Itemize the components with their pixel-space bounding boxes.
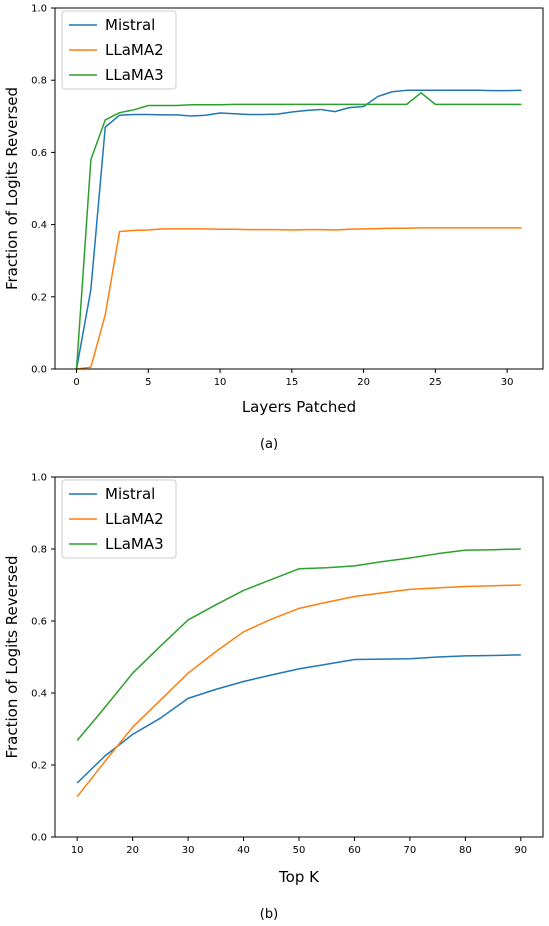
plot-frame <box>54 7 544 370</box>
legend-label-llama3: LLaMA3 <box>105 66 164 84</box>
y-tick-label: 0.0 <box>31 365 47 376</box>
y-tick-label: 0.8 <box>31 76 47 87</box>
series-line-mistral <box>75 89 522 370</box>
series-line-llama3 <box>76 548 521 742</box>
legend-box <box>61 10 177 90</box>
legend-label-mistral: Mistral <box>105 485 155 503</box>
chart-a: 0 5 10 15 20 25 30 0.0 0.2 0.4 0.6 0.8 1.0 Layers Pat… <box>3 4 544 452</box>
legend-box <box>61 479 177 559</box>
x-tick-label: 20 <box>357 377 370 388</box>
x-tick-label: 70 <box>404 845 417 856</box>
x-tick-label: 40 <box>237 845 250 856</box>
x-tick-label: 5 <box>145 377 151 388</box>
x-axis-label: Layers Patched <box>242 398 356 416</box>
chart-b: 10 20 30 40 50 60 70 80 90 0.0 0.2 0.4 0.6 0.8 1.0 Top … <box>3 473 544 922</box>
x-tick-label: 10 <box>214 377 227 388</box>
y-tick-label: 1.0 <box>31 473 47 484</box>
y-axis-label: Fraction of Logits Reversed <box>3 555 21 758</box>
legend-label-llama2: LLaMA2 <box>105 41 164 59</box>
x-tick-label: 90 <box>514 845 527 856</box>
x-axis-label: Top K <box>278 868 320 886</box>
chart-caption: (b) <box>260 907 278 922</box>
legend: Mistral LLaMA2 LLaMA3 <box>61 479 177 559</box>
x-tick-label: 0 <box>73 377 79 388</box>
y-tick-label: 0.2 <box>31 292 47 303</box>
y-tick-label: 0.6 <box>31 617 47 628</box>
y-tick-label: 0.4 <box>31 220 47 231</box>
x-tick-label: 80 <box>459 845 472 856</box>
legend-label-mistral: Mistral <box>105 16 155 34</box>
x-tick-label: 30 <box>501 377 514 388</box>
x-tick-label: 15 <box>285 377 298 388</box>
series-line-llama3 <box>75 92 522 370</box>
x-tick-label: 25 <box>429 377 442 388</box>
series-line-llama2 <box>76 227 522 370</box>
y-tick-label: 0.0 <box>31 833 47 844</box>
y-tick-label: 0.4 <box>31 689 47 700</box>
x-tick-label: 50 <box>293 845 306 856</box>
y-tick-label: 1.0 <box>31 4 47 15</box>
y-axis-label: Fraction of Logits Reversed <box>3 87 21 290</box>
series-line-mistral <box>76 654 521 784</box>
chart-caption: (a) <box>260 437 278 452</box>
y-tick-label: 0.6 <box>31 148 47 159</box>
y-tick-label: 0.2 <box>31 761 47 772</box>
x-tick-label: 10 <box>71 845 84 856</box>
x-tick-label: 20 <box>126 845 139 856</box>
legend: Mistral LLaMA2 LLaMA3 <box>61 10 177 90</box>
legend-label-llama3: LLaMA3 <box>105 535 164 553</box>
legend-label-llama2: LLaMA2 <box>105 510 164 528</box>
series-line-llama2 <box>76 584 521 798</box>
x-tick-label: 60 <box>348 845 361 856</box>
x-tick-label: 30 <box>182 845 195 856</box>
y-tick-label: 0.8 <box>31 545 47 556</box>
